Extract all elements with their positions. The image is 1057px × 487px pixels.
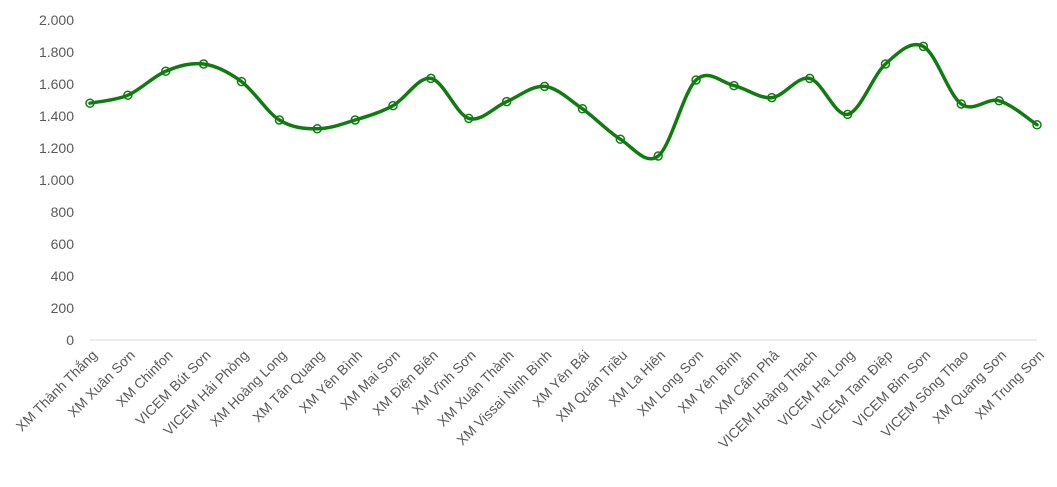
data-point-marker — [994, 96, 1004, 106]
data-point-marker — [350, 115, 360, 125]
y-tick-label: 1.800 — [39, 44, 74, 60]
y-tick-label: 1.000 — [39, 172, 74, 188]
data-point-marker — [880, 59, 891, 69]
data-point-marker — [85, 98, 95, 108]
y-tick-label: 2.000 — [39, 12, 74, 28]
data-point-marker — [691, 75, 701, 85]
data-point-marker — [388, 100, 398, 111]
y-tick-label: 1.600 — [39, 76, 74, 92]
data-point-marker — [426, 73, 436, 84]
y-tick-label: 400 — [51, 268, 75, 284]
data-point-marker — [539, 81, 550, 92]
data-point-marker — [918, 41, 929, 52]
y-tick-label: 1.400 — [39, 108, 74, 124]
data-point-marker — [804, 73, 815, 84]
y-tick-label: 600 — [51, 236, 75, 252]
data-point-marker — [501, 96, 512, 107]
data-point-marker — [123, 90, 133, 100]
series-line — [88, 42, 1039, 161]
y-axis-tick-labels: 0 200 400 600 800 1.000 1.200 1.400 1.600 1.800 2.… — [39, 12, 74, 348]
data-point-marker — [1032, 120, 1042, 130]
series-markers — [85, 41, 1042, 161]
y-tick-label: 200 — [51, 300, 75, 316]
data-point-marker — [236, 76, 247, 87]
y-tick-label: 0 — [66, 332, 74, 348]
data-point-marker — [767, 92, 777, 103]
y-tick-label: 1.200 — [39, 140, 74, 156]
data-point-marker — [577, 104, 588, 114]
data-point-marker — [653, 151, 663, 161]
data-point-marker — [729, 80, 739, 91]
data-point-marker — [312, 124, 323, 134]
data-point-marker — [161, 66, 171, 76]
data-point-marker — [615, 134, 626, 144]
data-point-marker — [274, 115, 285, 125]
data-point-marker — [842, 109, 853, 120]
y-tick-label: 800 — [51, 204, 75, 220]
data-point-marker — [956, 99, 966, 109]
x-tick-label: XM Trung Sơn — [972, 347, 1048, 423]
data-point-marker — [464, 113, 474, 124]
data-point-marker — [198, 59, 209, 69]
